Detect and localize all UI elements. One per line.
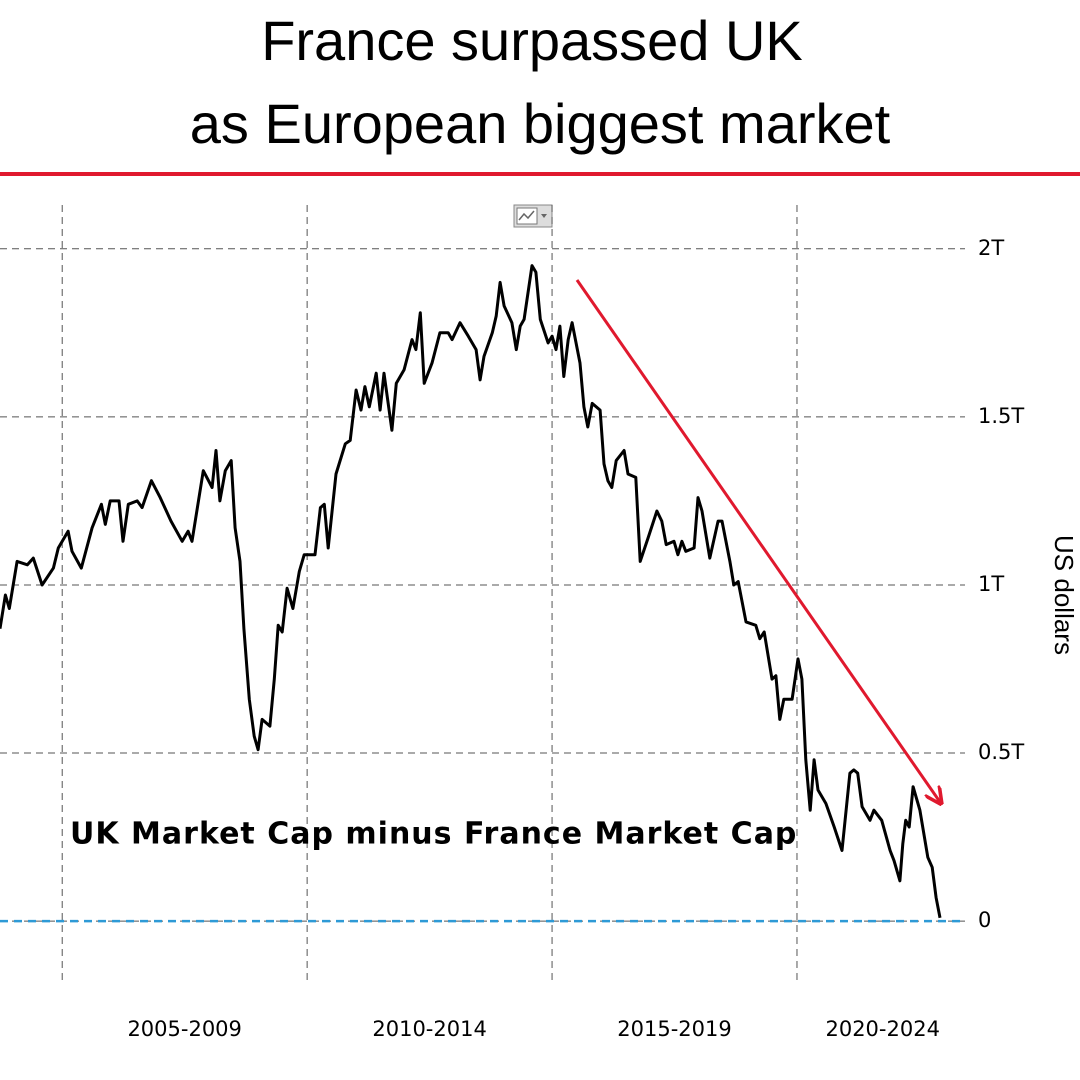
y-tick-label: 0 [978,908,991,932]
x-tick-label: 2005-2009 [127,1017,241,1041]
x-tick-label: 2020-2024 [825,1017,939,1041]
chart-icon [513,204,553,228]
chart-title: France surpassed UK [261,9,803,72]
trend-arrow [575,279,940,802]
x-tick-label: 2010-2014 [372,1017,486,1041]
y-axis-label: US dollars [1049,535,1079,655]
annotation: UK Market Cap minus France Market Cap [70,817,797,852]
grid [0,205,965,985]
y-tick-label: 0.5T [978,740,1024,764]
plot [0,264,942,919]
y-tick-label: 2T [978,236,1004,260]
y-tick-label: 1.5T [978,404,1024,428]
chart-title: as European biggest market [190,92,891,155]
x-tick-label: 2015-2019 [617,1017,731,1041]
series-line [0,264,942,919]
y-tick-label: 1T [978,572,1004,596]
